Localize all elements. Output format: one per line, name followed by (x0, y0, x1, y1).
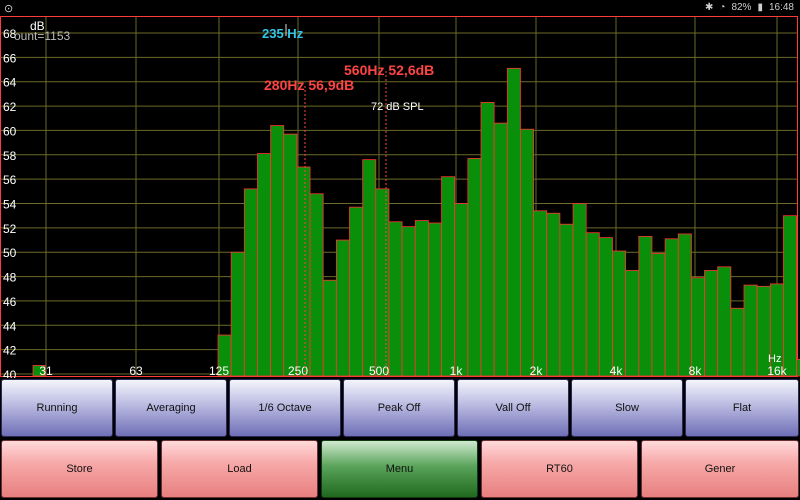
spectrum-bar (585, 232, 600, 377)
spectrum-chart: 40 42 44 46 48 50 52 54 56 58 60 62 64 66 68 31 63 125 25… (0, 16, 800, 378)
count-readout: ount=1153 (14, 29, 70, 43)
peak-label-280: 280Hz 56,9dB (264, 77, 354, 93)
spectrum-bar (414, 220, 429, 377)
spectrum-bar (335, 239, 350, 377)
averaging-button[interactable]: Averaging (115, 379, 227, 437)
chart-bars (32, 67, 800, 377)
y-tick-label: 54 (3, 198, 17, 212)
spectrum-bar (441, 176, 456, 377)
1-6-octave-button[interactable]: 1/6 Octave (229, 379, 341, 437)
y-tick-label: 62 (3, 100, 17, 114)
y-tick-label: 52 (3, 222, 17, 236)
x-tick-label: 250 (288, 364, 308, 378)
vall-off-button[interactable]: Vall Off (457, 379, 569, 437)
spectrum-bar (32, 365, 46, 377)
rt60-button[interactable]: RT60 (481, 440, 638, 498)
menu-button[interactable]: Menu (321, 440, 478, 498)
spectrum-bar (691, 277, 705, 377)
spectrum-bar (257, 153, 272, 377)
spectrum-bar (362, 159, 377, 377)
peak-off-button[interactable]: Peak Off (343, 379, 455, 437)
status-bar: ⊙ ✱ ◔ 82% ▮ 16:48 (0, 0, 800, 16)
spectrum-bar (375, 188, 390, 377)
y-tick-label: 66 (3, 51, 17, 65)
x-tick-label: 1k (450, 364, 464, 378)
x-tick-label: 16k (767, 364, 787, 378)
spectrum-bar (309, 193, 324, 377)
clock: 16:48 (768, 2, 794, 13)
spectrum-bar (625, 270, 640, 377)
y-tick-label: 42 (3, 344, 17, 358)
sync-icon: ⊙ (4, 3, 14, 15)
y-tick-label: 50 (3, 246, 17, 260)
spectrum-bar (467, 158, 482, 377)
y-tick-label: 48 (3, 271, 17, 285)
bluetooth-icon: ✱ (705, 2, 714, 13)
spectrum-bar (743, 284, 758, 377)
y-tick-label: 68 (3, 27, 17, 41)
spectrum-bar (664, 238, 679, 377)
flat-button[interactable]: Flat (685, 379, 799, 437)
spectrum-bar (480, 102, 495, 377)
y-tick-label: 64 (3, 76, 17, 90)
spectrum-bar (546, 212, 561, 377)
spectrum-bar (598, 237, 613, 377)
y-tick-label: 58 (3, 149, 17, 163)
y-tick-label: 46 (3, 295, 17, 309)
spectrum-bar (296, 166, 311, 377)
spectrum-bar (493, 122, 508, 377)
spectrum-bar (783, 215, 798, 377)
spectrum-bar (559, 223, 574, 377)
spectrum-bar (243, 188, 258, 377)
y-tick-label: 40 (3, 368, 17, 378)
x-tick-label: 63 (129, 364, 143, 378)
y-tick-label: 44 (3, 319, 17, 333)
y-axis-ticks: 40 42 44 46 48 50 52 54 56 58 60 62 64 66 68 (3, 27, 17, 378)
x-axis-ticks: 31 63 125 250 500 1k 2k 4k 8k 16k (39, 364, 787, 378)
spectrum-bar (401, 226, 416, 377)
peak-label-560: 560Hz 52,6dB (344, 62, 434, 78)
x-tick-label: 4k (610, 364, 624, 378)
spectrum-bar (796, 358, 800, 377)
spl-readout: 72 dB SPL (371, 101, 424, 113)
y-tick-label: 60 (3, 124, 17, 138)
x-tick-label: 8k (689, 364, 703, 378)
spectrum-bar (533, 210, 548, 377)
spectrum-bar (638, 235, 653, 377)
spectrum-bar (704, 270, 719, 377)
spectrum-bar (230, 251, 245, 377)
spectrum-bar (520, 128, 535, 377)
frequency-marker-label: 235 Hz (262, 26, 304, 41)
battery-level: 82% (731, 2, 752, 13)
spectrum-bar (730, 307, 745, 377)
spectrum-bar (388, 221, 403, 377)
spectrum-bar (283, 133, 298, 377)
load-button[interactable]: Load (161, 440, 318, 498)
gener-button[interactable]: Gener (641, 440, 799, 498)
spectrum-bar (270, 125, 285, 377)
spectrum-bar (572, 203, 587, 377)
spectrum-bar (612, 250, 627, 377)
spectrum-bar (454, 203, 469, 377)
x-tick-label: 500 (369, 364, 389, 378)
x-tick-label: 2k (530, 364, 544, 378)
running-button[interactable]: Running (1, 379, 113, 437)
spectrum-bar (717, 266, 732, 377)
spectrum-bar (322, 279, 337, 377)
x-axis-label: Hz (768, 353, 781, 365)
x-tick-label: 31 (39, 364, 53, 378)
y-tick-label: 56 (3, 173, 17, 187)
x-tick-label: 125 (209, 364, 229, 378)
slow-button[interactable]: Slow (571, 379, 683, 437)
store-button[interactable]: Store (1, 440, 158, 498)
spectrum-bar (651, 253, 666, 377)
wifi-icon: ◔ (719, 2, 726, 13)
spectrum-bar (349, 206, 364, 377)
spectrum-bar (427, 222, 442, 377)
y-axis-label: dB (30, 19, 45, 33)
spectrum-bar (506, 67, 521, 377)
battery-icon: ▮ (757, 2, 763, 13)
spectrum-bar (677, 233, 692, 377)
